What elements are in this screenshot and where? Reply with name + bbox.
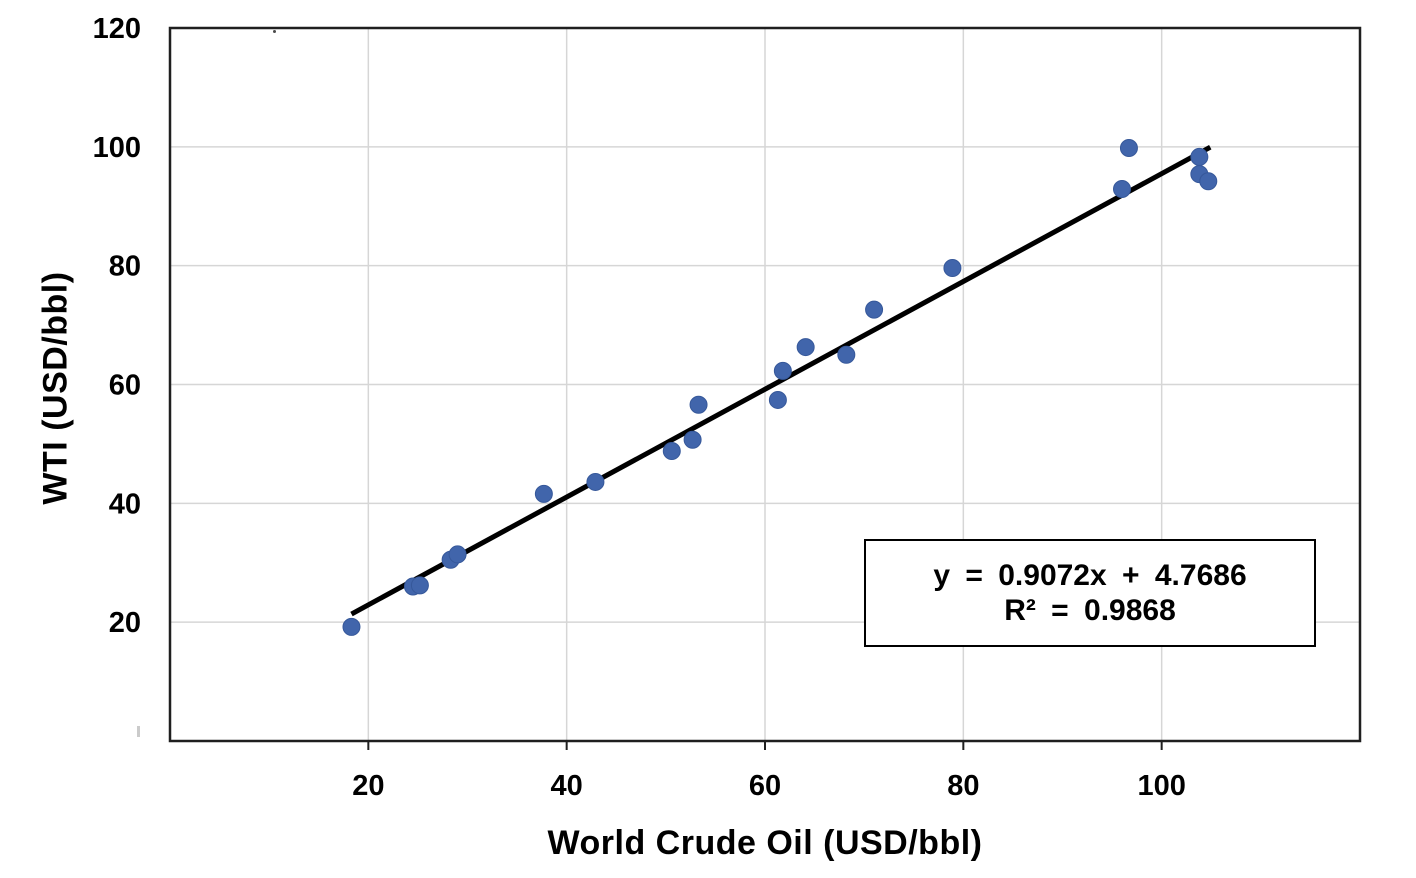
data-point	[586, 472, 605, 491]
speck-artifact	[273, 30, 276, 33]
data-point	[837, 345, 856, 364]
y-tick-label: 20	[109, 607, 141, 639]
data-point	[773, 361, 792, 380]
x-tick-label: 40	[551, 770, 583, 802]
data-point	[662, 442, 681, 461]
data-point	[342, 617, 361, 636]
x-axis-title: World Crude Oil (USD/bbl)	[547, 824, 983, 862]
data-point	[943, 259, 962, 278]
y-tick-label: 80	[109, 251, 141, 283]
data-point	[689, 395, 708, 414]
trendline-equation-box: y = 0.9072x + 4.7686 R² = 0.9868	[864, 539, 1316, 647]
data-point	[448, 545, 467, 564]
data-point	[683, 430, 702, 449]
trendline	[350, 145, 1212, 617]
data-point	[1199, 172, 1218, 191]
x-tick-label: 20	[352, 770, 384, 802]
y-axis-title: WTI (USD/bbl)	[36, 271, 75, 505]
y-tick-label: 120	[93, 13, 141, 45]
y-axis-zero-dash	[137, 726, 140, 737]
x-tick-label: 80	[947, 770, 979, 802]
y-tick-label: 100	[93, 132, 141, 164]
data-point	[1190, 147, 1209, 166]
x-tick-label: 100	[1137, 770, 1185, 802]
data-point	[1119, 139, 1138, 158]
data-point	[865, 300, 884, 319]
trendline-r-squared-label: R² = 0.9868	[1004, 594, 1176, 627]
data-point	[1113, 180, 1131, 199]
y-tick-label: 40	[109, 488, 141, 520]
data-point	[534, 484, 553, 503]
data-point	[796, 338, 815, 357]
y-tick-label: 60	[109, 370, 141, 402]
x-tick-label: 60	[749, 770, 781, 802]
data-point	[768, 390, 787, 409]
data-point	[410, 576, 429, 595]
trendline-equation-label: y = 0.9072x + 4.7686	[933, 559, 1247, 592]
